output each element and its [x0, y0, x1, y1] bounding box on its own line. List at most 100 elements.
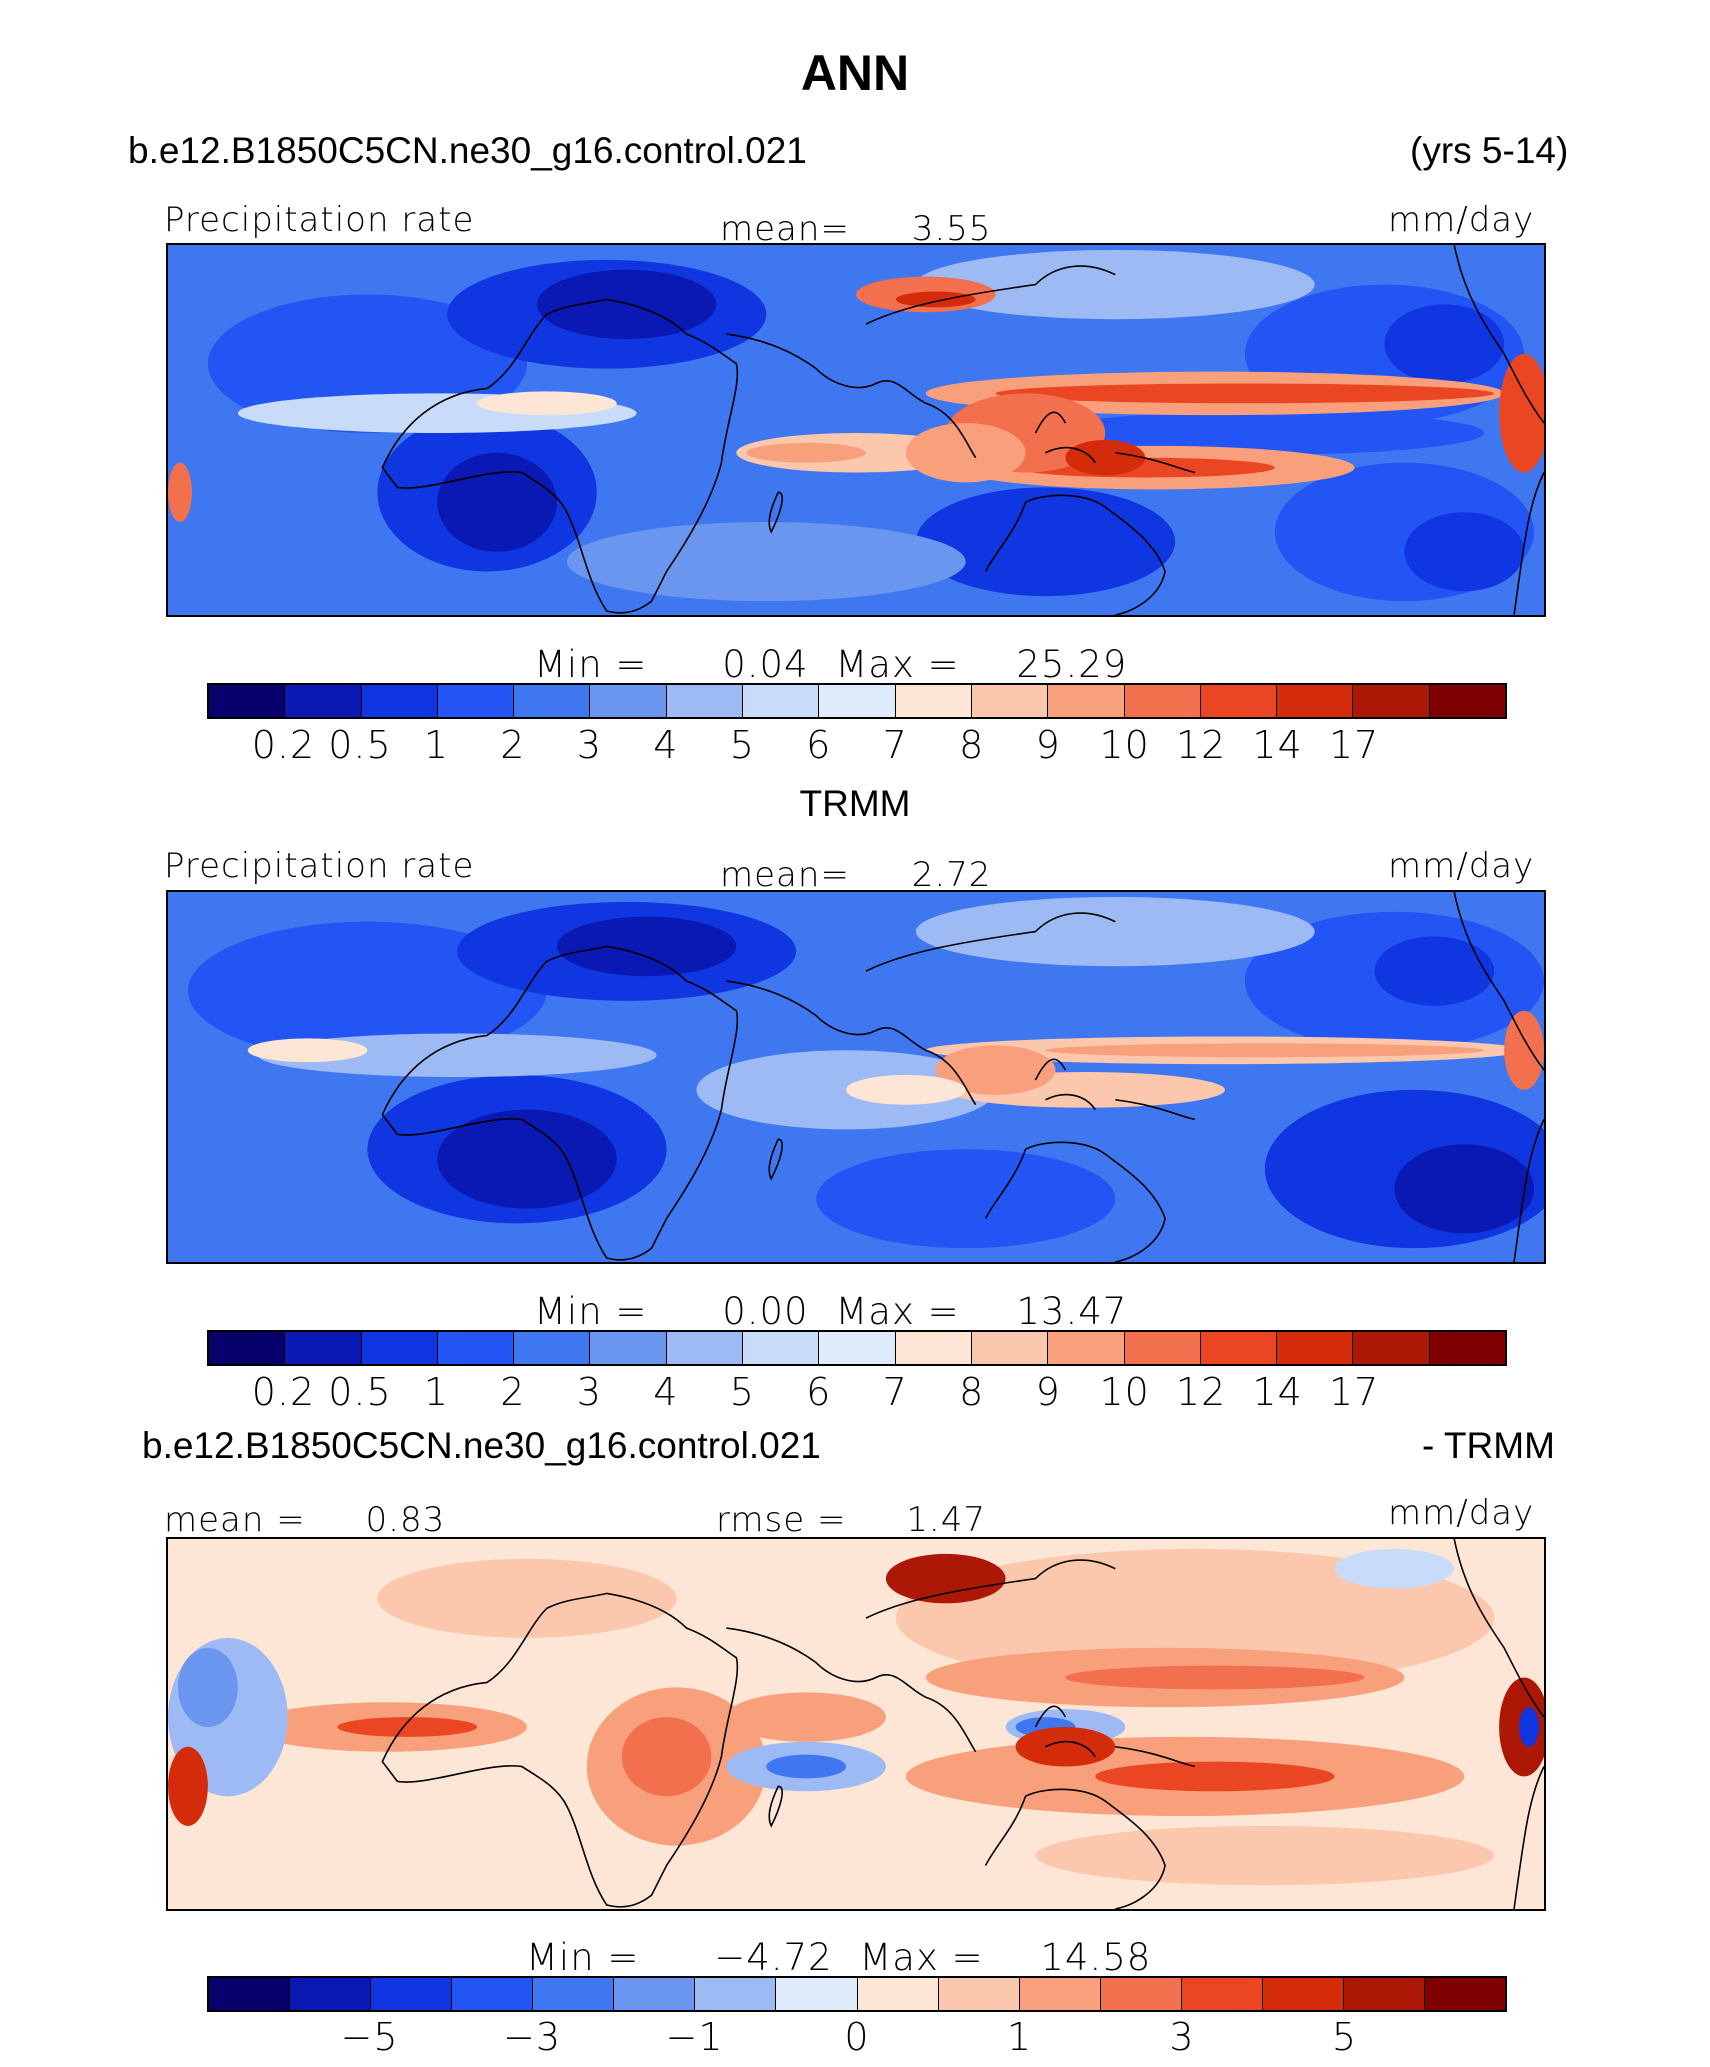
colorbar-swatch	[437, 685, 515, 717]
panel1-max-value: 25.29	[1016, 643, 1128, 686]
case-name: b.e12.B1850C5CN.ne30_g16.control.021	[128, 130, 807, 171]
colorbar-swatch	[590, 1332, 667, 1364]
colorbar-tick-label: 17	[1328, 1370, 1380, 1414]
panel2-max-value: 13.47	[1016, 1290, 1128, 1333]
colorbar-swatch	[452, 1978, 534, 2010]
colorbar-tick-label: −3	[502, 2015, 562, 2059]
panel1-mean-text: mean=	[720, 209, 850, 249]
colorbar-swatch	[895, 1332, 972, 1364]
colorbar-swatch	[819, 685, 896, 717]
panel3-colorbar-ticks: −5 −3 −1 0 1 3 5	[207, 2018, 1507, 2058]
panel2-min-value: 0.00	[722, 1290, 809, 1333]
colorbar-tick-label: 10	[1099, 1370, 1150, 1414]
colorbar-tick-label: 3	[576, 1370, 602, 1414]
colorbar-swatch	[938, 1978, 1020, 2010]
colorbar-tick-label: 2	[500, 723, 526, 767]
colorbar-swatch	[895, 685, 972, 717]
panel1-variable-label: Precipitation rate	[164, 200, 475, 240]
panel2-variable-label: Precipitation rate	[164, 846, 475, 886]
colorbar-tick-label: 14	[1252, 723, 1303, 767]
colorbar-swatch	[1181, 1978, 1263, 2010]
colorbar-swatch	[1353, 1332, 1430, 1364]
colorbar-swatch	[1262, 1978, 1344, 2010]
panel1-colorbar-ticks: 0.2 0.5 1 2 3 4 5 6 7 8 9 10 12 14 17	[207, 726, 1507, 766]
panel3-heading-right: - TRMM	[1422, 1425, 1555, 1466]
colorbar-swatch	[1353, 685, 1430, 717]
colorbar-tick-label: 1	[1006, 2015, 1033, 2059]
panel2-map	[166, 890, 1546, 1264]
colorbar-swatch	[209, 1978, 291, 2010]
panel3-mean-value: 0.83	[365, 1500, 446, 1540]
colorbar-swatch	[1100, 1978, 1182, 2010]
panel2-mean-value: 2.72	[911, 855, 992, 895]
colorbar-tick-label: 9	[1035, 723, 1061, 767]
colorbar-swatch	[1124, 685, 1201, 717]
panel2-heading: TRMM	[799, 783, 911, 824]
colorbar-swatch	[285, 685, 362, 717]
colorbar-swatch	[514, 1332, 591, 1364]
colorbar-tick-label: 3	[1169, 2015, 1195, 2059]
panel2-colorbar-ticks: 0.2 0.5 1 2 3 4 5 6 7 8 9 10 12 14 17	[207, 1373, 1507, 1413]
colorbar-tick-label: 4	[653, 723, 679, 767]
colorbar-swatch	[971, 1332, 1049, 1364]
colorbar-swatch	[533, 1978, 615, 2010]
colorbar-tick-label: 6	[806, 723, 832, 767]
colorbar-tick-label: 0.5	[328, 1370, 392, 1414]
panel3-rmse-label: rmse = 1.47	[716, 1503, 986, 1537]
colorbar-swatch	[371, 1978, 453, 2010]
colorbar-swatch	[1277, 1332, 1354, 1364]
colorbar-swatch	[1429, 1332, 1506, 1364]
panel3-min-value: −4.72	[714, 1936, 833, 1979]
colorbar-swatch	[776, 1978, 858, 2010]
colorbar-swatch	[857, 1978, 939, 2010]
colorbar-tick-label: 5	[1331, 2015, 1358, 2059]
colorbar-tick-label: −1	[665, 2015, 724, 2059]
colorbar-swatch	[1048, 685, 1125, 717]
colorbar-swatch	[819, 1332, 896, 1364]
colorbar-swatch	[1048, 1332, 1125, 1364]
colorbar-swatch	[1200, 1332, 1278, 1364]
colorbar-swatch	[666, 1332, 744, 1364]
colorbar-tick-label: 1	[423, 1370, 449, 1414]
panel3-colorbar	[207, 1976, 1507, 2012]
colorbar-swatch	[666, 685, 744, 717]
panel1-mean-label: mean= 3.55	[720, 212, 991, 246]
colorbar-swatch	[1429, 685, 1506, 717]
panel3-min-label: Min =	[526, 1936, 640, 1979]
colorbar-tick-label: 4	[653, 1370, 679, 1414]
colorbar-tick-label: 1	[423, 723, 449, 767]
panel2-mean-text: mean=	[720, 855, 850, 895]
colorbar-swatch	[1124, 1332, 1201, 1364]
panel3-units: mm/day	[1388, 1493, 1535, 1533]
colorbar-tick-label: 0.2	[251, 1370, 316, 1414]
panel3-map	[166, 1537, 1546, 1911]
panel3-map-svg	[168, 1539, 1544, 1909]
panel2-units: mm/day	[1388, 846, 1535, 886]
panel1-colorbar	[207, 683, 1507, 719]
colorbar-tick-label: 12	[1175, 723, 1227, 767]
colorbar-swatch	[514, 685, 591, 717]
colorbar-swatch	[437, 1332, 515, 1364]
colorbar-swatch	[1200, 685, 1278, 717]
panel2-mean-label: mean= 2.72	[720, 858, 991, 892]
panel2-colorbar	[207, 1330, 1507, 1366]
colorbar-swatch	[743, 1332, 820, 1364]
panel1-units: mm/day	[1388, 200, 1535, 240]
colorbar-tick-label: 0.2	[251, 723, 316, 767]
colorbar-tick-label: 5	[729, 1370, 755, 1414]
colorbar-tick-label: 2	[500, 1370, 526, 1414]
colorbar-tick-label: 7	[882, 723, 908, 767]
panel1-map	[166, 243, 1546, 617]
panel3-mean-label: mean = 0.83	[164, 1503, 445, 1537]
panel1-map-svg	[168, 245, 1544, 615]
colorbar-tick-label: 9	[1035, 1370, 1061, 1414]
colorbar-tick-label: 0.5	[328, 723, 392, 767]
colorbar-tick-label: 14	[1252, 1370, 1303, 1414]
colorbar-tick-label: 3	[576, 723, 602, 767]
panel2-minmax: Min = 0.00 Max = 13.47	[534, 1293, 1127, 1330]
colorbar-swatch	[290, 1978, 372, 2010]
colorbar-swatch	[209, 1332, 286, 1364]
colorbar-tick-label: 7	[882, 1370, 908, 1414]
colorbar-swatch	[614, 1978, 696, 2010]
